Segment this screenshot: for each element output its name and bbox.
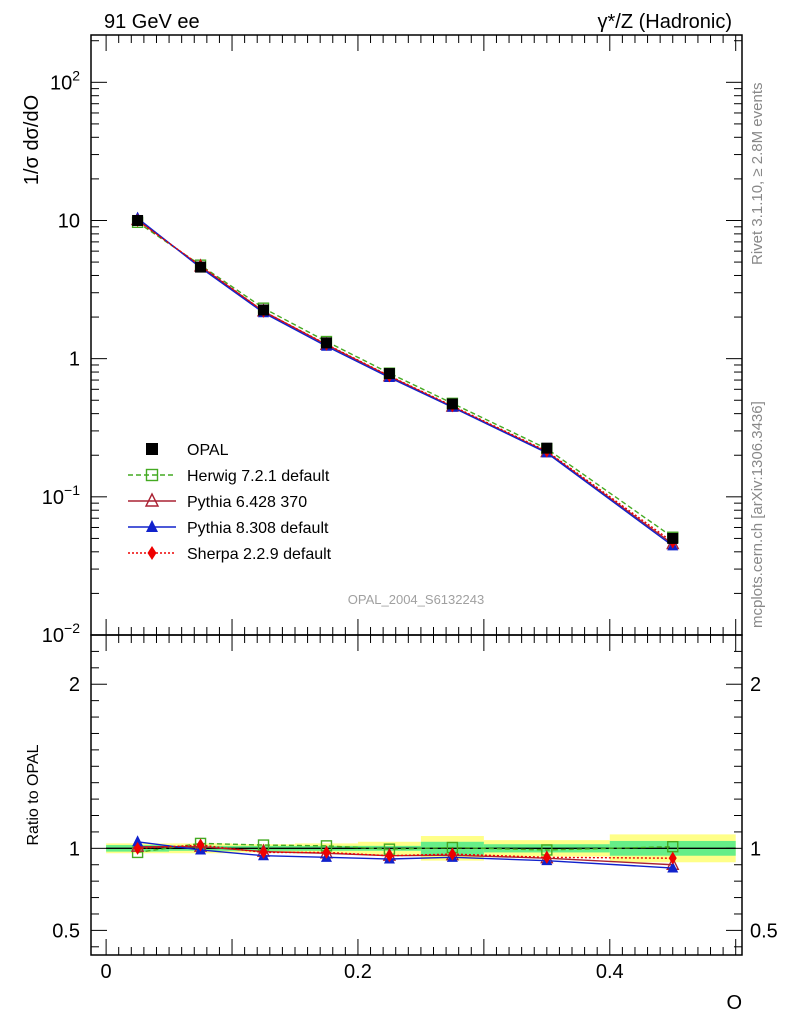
data-point-data [667,532,679,544]
x-tick-label: 0.4 [596,961,624,983]
watermark: OPAL_2004_S6132243 [348,592,484,607]
ratio-y-tick-label-left: 0.5 [52,920,80,942]
data-point-data [383,368,395,380]
series-line-pythia8 [137,217,674,547]
data-point-data [132,214,144,226]
data-point-data [541,442,553,454]
ratio-panel: 0.5 0.5 1 1 2 2 0 0.2 0.4 [52,634,778,983]
ratio-point-sherpa [133,841,142,855]
ratio-y-label: Ratio to OPAL [25,744,42,845]
legend-item-herwig: Herwig 7.2.1 default [128,468,330,485]
data-point-data [195,261,207,273]
series-data [132,214,679,544]
ratio-y-tick-label-right: 2 [750,674,761,696]
ratio-point-sherpa [322,845,331,859]
ratio-line-pythia8 [137,841,673,869]
x-tick-label: 0 [101,961,112,983]
header-left: 91 GeV ee [104,11,200,33]
ratio-series-sherpa [133,838,677,865]
main-y-label: 1/σ dσ/dO [21,95,43,185]
y-tick-label: 1 [69,349,80,371]
main-panel: 10−2 10−1 1 10 102 [42,34,743,647]
data-point-data [258,304,270,316]
legend-label-pythia8: Pythia 8.308 default [187,520,329,537]
legend-item-data: OPAL [146,442,229,459]
ratio-point-sherpa [196,838,205,852]
y-tick-label: 10−2 [42,620,80,647]
legend-label-data: OPAL [187,442,229,459]
ratio-y-tick-label-right: 1 [750,838,761,860]
ratio-point-pythia8 [132,835,144,847]
ratio-line-sherpa [137,844,673,859]
y-tick-label: 10 [58,210,80,232]
main-frame [90,34,743,636]
legend-label-pythia6: Pythia 6.428 370 [187,494,307,511]
header-right: γ*/Z (Hadronic) [598,11,732,33]
legend-item-pythia6: Pythia 6.428 370 [128,492,307,511]
series-line-herwig [137,221,674,538]
legend-marker-data [146,443,158,455]
legend-marker-herwig [145,468,159,482]
ratio-y-tick-label-right: 0.5 [750,920,778,942]
legend-label-herwig: Herwig 7.2.1 default [187,468,330,485]
ratio-point-sherpa [448,847,457,861]
data-point-data [446,398,458,410]
legend-item-sherpa: Sherpa 2.2.9 default [128,546,332,563]
y-tick-label: 10−1 [42,482,80,509]
ratio-line-herwig [137,842,673,854]
legend-marker-pythia6 [144,492,160,507]
ratio-point-pythia8 [667,861,679,873]
ratio-point-sherpa [668,851,677,865]
x-axis-label: O [726,992,742,1014]
ratio-y-tick-label-left: 2 [69,674,80,696]
ratio-y-tick-label-left: 1 [69,838,80,860]
legend-marker-pythia8 [146,520,158,532]
x-tick-label: 0.2 [344,961,372,983]
ratio-point-sherpa [385,849,394,863]
series-line-sherpa [137,219,674,543]
ratio-point-sherpa [542,850,551,864]
legend: OPAL Herwig 7.2.1 default Pythia 6.428 370… [128,442,332,563]
ratio-point-sherpa [259,845,268,859]
ratio-frame [90,634,743,956]
ratio-series-pythia8 [132,835,679,873]
data-point-data [320,337,332,349]
legend-item-pythia8: Pythia 8.308 default [128,520,329,537]
source-label: mcplots.cern.ch [arXiv:1306.3436] [749,401,766,628]
rivet-label: Rivet 3.1.10, ≥ 2.8M events [749,83,766,266]
y-tick-label: 102 [50,67,80,94]
legend-marker-sherpa [147,546,157,560]
legend-label-sherpa: Sherpa 2.2.9 default [187,546,332,563]
